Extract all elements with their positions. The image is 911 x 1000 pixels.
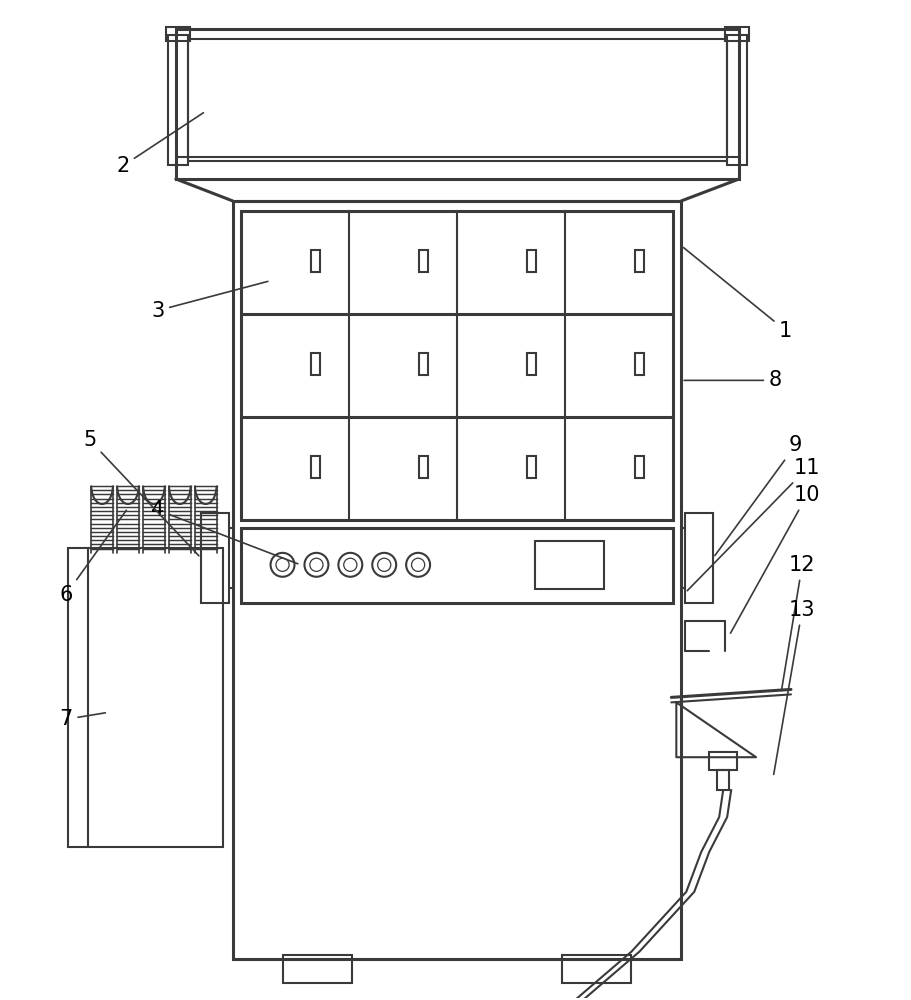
Bar — [232, 201, 681, 959]
Bar — [68, 548, 222, 847]
Bar — [725, 27, 749, 41]
Text: 12: 12 — [782, 555, 815, 691]
Bar — [527, 250, 537, 272]
Text: 8: 8 — [684, 370, 783, 390]
Bar — [166, 27, 189, 41]
Bar — [636, 250, 644, 272]
Text: 13: 13 — [773, 600, 815, 774]
Bar — [282, 955, 353, 983]
Bar — [527, 456, 537, 478]
Bar — [311, 353, 320, 375]
Bar — [176, 29, 739, 179]
Bar — [200, 513, 229, 603]
Bar — [311, 250, 320, 272]
Text: 6: 6 — [59, 510, 127, 605]
Bar — [717, 770, 729, 790]
Bar — [419, 353, 428, 375]
Bar — [188, 39, 727, 161]
Bar — [311, 456, 320, 478]
Bar — [636, 456, 644, 478]
Bar — [535, 541, 604, 589]
Text: 2: 2 — [116, 113, 203, 176]
Text: 11: 11 — [687, 458, 821, 591]
Text: 10: 10 — [731, 485, 821, 633]
Text: 3: 3 — [151, 281, 268, 321]
Text: 1: 1 — [683, 248, 793, 341]
Bar — [727, 35, 747, 165]
Text: 7: 7 — [59, 709, 106, 729]
Bar — [241, 528, 673, 603]
Bar — [685, 513, 713, 603]
Bar — [168, 35, 188, 165]
Text: 5: 5 — [83, 430, 199, 556]
Bar — [527, 353, 537, 375]
Bar — [419, 456, 428, 478]
Bar — [562, 955, 631, 983]
Text: 9: 9 — [715, 435, 803, 556]
Bar — [710, 752, 737, 770]
Bar — [419, 250, 428, 272]
Text: 4: 4 — [151, 500, 298, 564]
Bar — [241, 211, 673, 520]
Bar — [636, 353, 644, 375]
